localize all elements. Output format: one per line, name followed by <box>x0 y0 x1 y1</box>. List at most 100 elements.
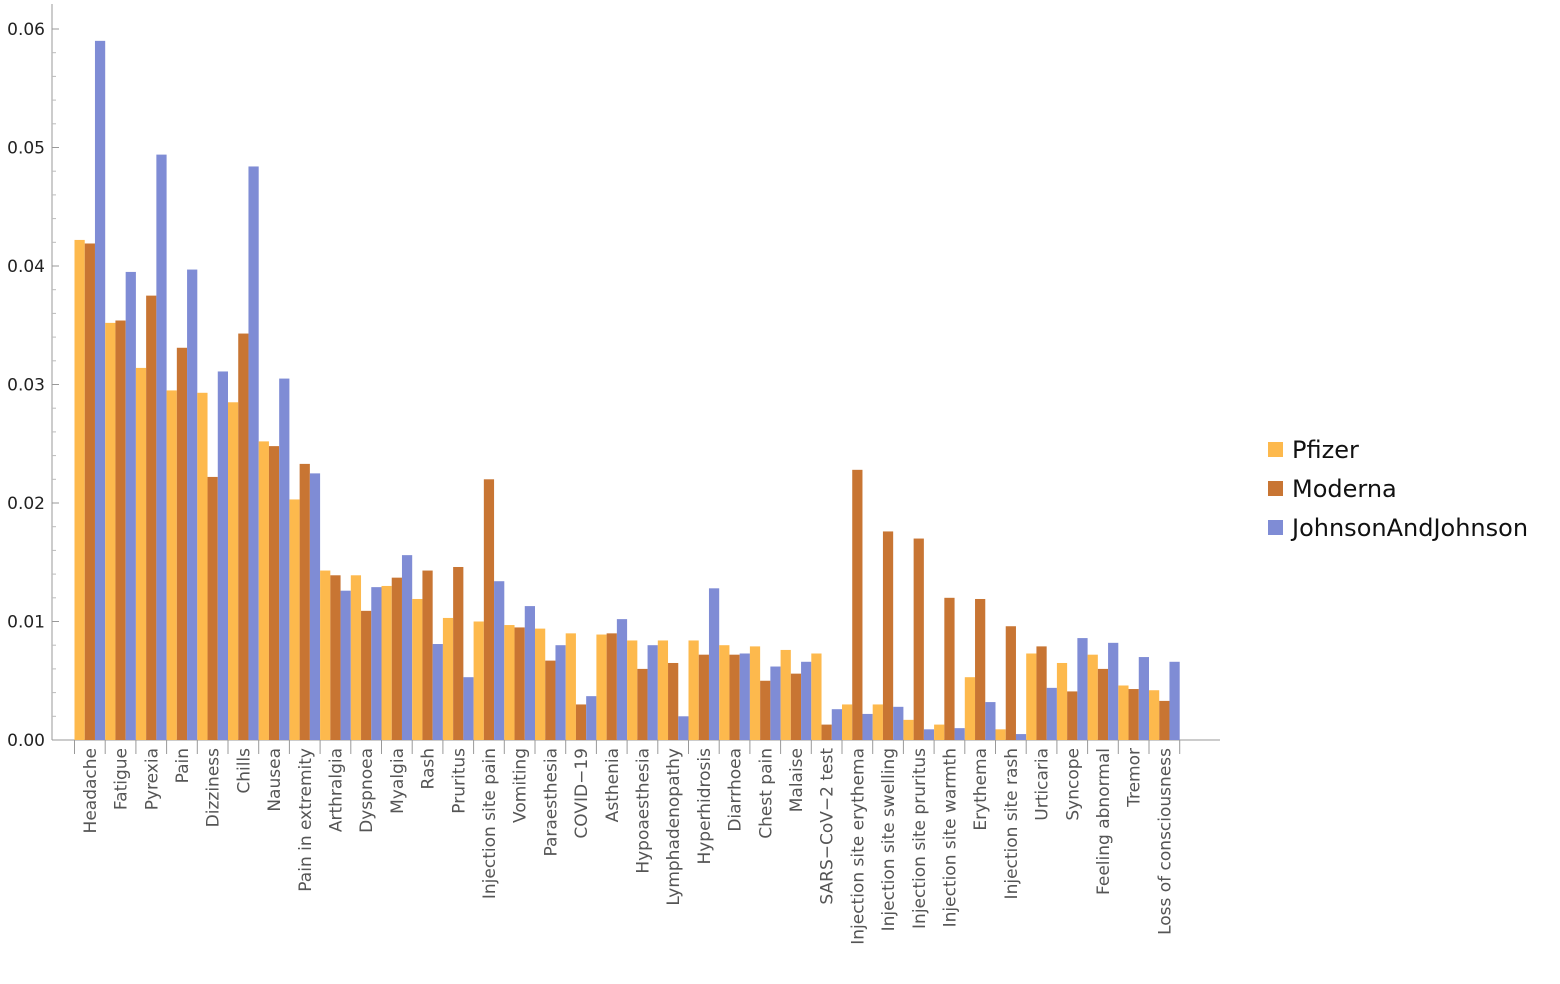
bar-moderna-15 <box>545 660 556 740</box>
bar-johnsonandjohnson-35 <box>1169 661 1180 740</box>
bar-johnsonandjohnson-17 <box>616 619 628 740</box>
bar-johnsonandjohnson-14 <box>524 606 535 740</box>
x-category-label: Paraesthesia <box>541 748 561 857</box>
x-category-label: Asthenia <box>603 748 623 822</box>
bar-moderna-26 <box>882 531 894 740</box>
bar-pfizer-16 <box>565 633 576 740</box>
bar-pfizer-8 <box>320 570 331 740</box>
legend-swatch-johnsonandjohnson <box>1268 520 1283 535</box>
x-category-label: Injection site pain <box>480 748 500 899</box>
bar-moderna-17 <box>606 633 617 740</box>
bar-johnsonandjohnson-15 <box>555 645 566 740</box>
bar-pfizer-6 <box>258 441 269 740</box>
bar-moderna-28 <box>944 597 955 740</box>
x-category-label: Erythema <box>971 748 991 831</box>
legend-label-moderna: Moderna <box>1292 475 1397 503</box>
x-category-label: Rash <box>419 748 439 790</box>
x-category-label: Tremor <box>1125 748 1145 808</box>
bar-moderna-32 <box>1067 691 1078 740</box>
bar-moderna-12 <box>453 566 464 740</box>
x-category-label: Chest pain <box>756 748 776 839</box>
bar-pfizer-29 <box>964 677 976 740</box>
bar-johnsonandjohnson-9 <box>371 587 382 740</box>
x-category-label: Lymphadenopathy <box>664 748 684 906</box>
bar-moderna-34 <box>1128 689 1139 740</box>
bar-pfizer-19 <box>657 640 669 740</box>
bar-moderna-6 <box>268 446 280 740</box>
bar-moderna-14 <box>514 627 525 740</box>
bar-pfizer-5 <box>228 402 239 740</box>
bar-moderna-3 <box>176 347 188 740</box>
x-category-label: Malaise <box>787 748 807 812</box>
bar-johnsonandjohnson-24 <box>831 709 842 740</box>
bar-moderna-1 <box>115 320 126 740</box>
bar-johnsonandjohnson-7 <box>309 473 321 740</box>
bar-moderna-35 <box>1159 700 1170 740</box>
bar-moderna-33 <box>1097 668 1109 740</box>
x-category-label: Dyspnoea <box>357 748 377 833</box>
bar-pfizer-1 <box>105 322 116 740</box>
bar-johnsonandjohnson-10 <box>401 555 413 740</box>
bar-moderna-8 <box>330 575 341 740</box>
y-tick-label: 0.06 <box>7 20 45 40</box>
bar-pfizer-25 <box>842 704 853 740</box>
bar-moderna-18 <box>637 668 648 740</box>
x-category-label: Pruritus <box>449 748 469 814</box>
bar-moderna-25 <box>852 469 863 740</box>
bar-johnsonandjohnson-34 <box>1138 657 1149 740</box>
bar-pfizer-18 <box>627 640 638 740</box>
bar-pfizer-0 <box>74 239 85 740</box>
x-category-label: Injection site rash <box>1002 748 1022 899</box>
legend-swatch-moderna <box>1268 481 1283 496</box>
bar-moderna-24 <box>821 724 832 740</box>
bar-johnsonandjohnson-18 <box>647 645 658 740</box>
bar-johnsonandjohnson-27 <box>923 729 935 740</box>
bar-pfizer-33 <box>1087 654 1098 740</box>
x-category-label: Urticaria <box>1033 748 1053 821</box>
bar-moderna-23 <box>790 673 802 740</box>
bar-johnsonandjohnson-26 <box>893 706 904 740</box>
x-category-label: Pain <box>173 748 193 783</box>
bar-moderna-5 <box>238 333 249 740</box>
y-tick-label: 0.04 <box>7 257 45 277</box>
y-tick-label: 0.03 <box>7 376 45 396</box>
bar-johnsonandjohnson-13 <box>494 581 505 740</box>
x-category-label: Fatigue <box>112 748 132 810</box>
bar-moderna-29 <box>975 598 986 740</box>
x-category-label: COVID−19 <box>572 748 592 839</box>
bar-pfizer-13 <box>473 621 484 740</box>
bar-moderna-30 <box>1005 626 1016 740</box>
x-category-label: Loss of consciousness <box>1155 748 1175 935</box>
bar-moderna-13 <box>483 479 495 740</box>
bar-johnsonandjohnson-3 <box>187 269 198 740</box>
bar-pfizer-3 <box>166 390 177 740</box>
x-category-label: Injection site swelling <box>879 748 899 931</box>
bar-johnsonandjohnson-31 <box>1046 687 1057 740</box>
y-tick-label: 0.02 <box>7 494 45 514</box>
bar-moderna-10 <box>391 577 402 740</box>
bar-pfizer-9 <box>350 575 362 740</box>
legend-label-johnsonandjohnson: JohnsonAndJohnson <box>1290 514 1528 542</box>
bar-johnsonandjohnson-2 <box>156 154 167 741</box>
bar-johnsonandjohnson-8 <box>340 590 351 740</box>
x-category-label: SARS−CoV−2 test <box>818 748 838 905</box>
bar-pfizer-12 <box>442 617 454 740</box>
bar-moderna-4 <box>207 476 218 740</box>
bar-pfizer-26 <box>872 704 883 740</box>
bar-moderna-11 <box>422 570 433 740</box>
x-category-label: Dizziness <box>204 748 224 827</box>
bar-pfizer-21 <box>719 645 730 740</box>
bar-johnsonandjohnson-20 <box>708 588 720 740</box>
bar-johnsonandjohnson-23 <box>801 661 812 740</box>
x-category-label: Feeling abnormal <box>1094 748 1114 895</box>
legend-label-pfizer: Pfizer <box>1292 436 1359 464</box>
bar-pfizer-31 <box>1026 653 1037 740</box>
bar-pfizer-7 <box>289 499 300 740</box>
bar-pfizer-28 <box>934 724 945 740</box>
bar-johnsonandjohnson-16 <box>586 696 597 740</box>
bar-moderna-2 <box>146 295 157 740</box>
bar-moderna-20 <box>698 654 709 740</box>
bar-pfizer-15 <box>535 628 546 740</box>
bar-moderna-16 <box>575 704 587 740</box>
